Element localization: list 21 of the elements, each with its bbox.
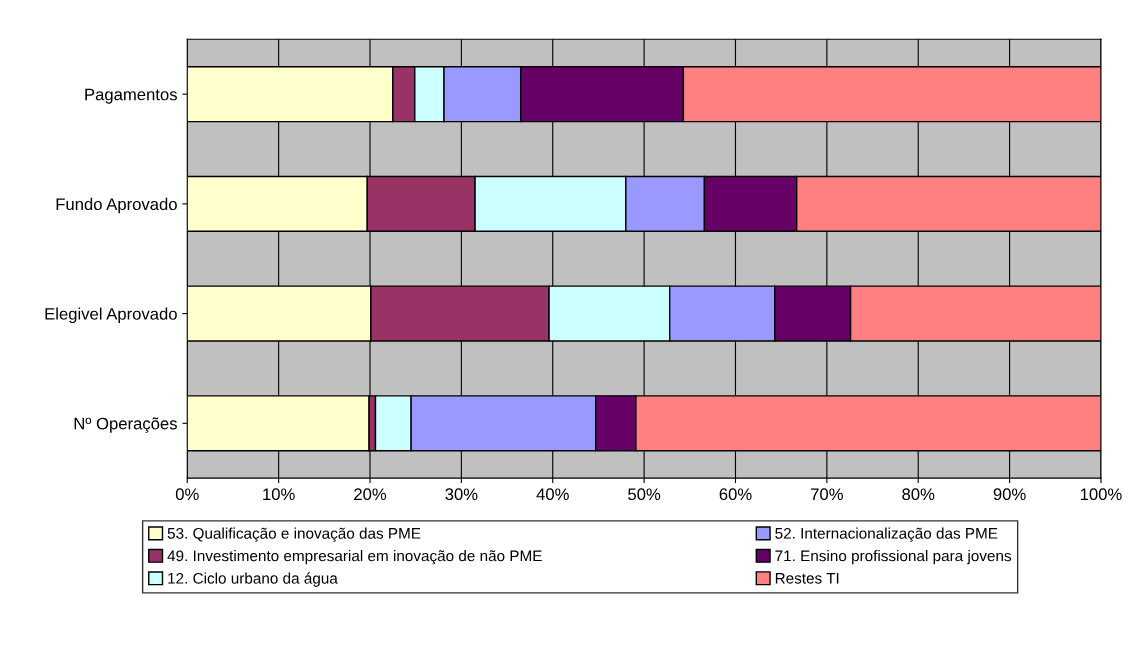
y-tick-label: Pagamentos (85, 88, 177, 104)
x-tick-label: 20% (354, 488, 387, 501)
x-tick-label: 30% (445, 488, 478, 501)
x-tick-label: 90% (993, 488, 1026, 501)
legend-label: 52. Internacionalização das PME (775, 527, 998, 542)
x-tick-label: 60% (719, 488, 752, 501)
legend-label: 71. Ensino profissional para jovens (775, 550, 1012, 565)
y-tick-label: Fundo Aprovado (56, 197, 177, 214)
y-tick-label: Elegivel Aprovado (45, 307, 177, 324)
x-tick-label: 0% (175, 488, 199, 501)
legend-label: 12. Ciclo urbano da água (168, 572, 338, 587)
y-tick-label: Nº Operações (74, 417, 177, 433)
x-tick-label: 100% (1080, 488, 1122, 501)
x-tick-label: 10% (263, 488, 295, 501)
x-tick-label: 50% (628, 488, 661, 501)
legend-label: 49. Investimento empresarial em inovação de não PME (167, 550, 542, 565)
x-tick-label: 80% (902, 488, 935, 501)
legend-label: 53. Qualificação e inovação das PME (167, 527, 421, 542)
x-tick-label: 40% (536, 488, 569, 501)
legend-label: Restes TI (775, 573, 839, 584)
x-tick-label: 70% (811, 488, 843, 501)
